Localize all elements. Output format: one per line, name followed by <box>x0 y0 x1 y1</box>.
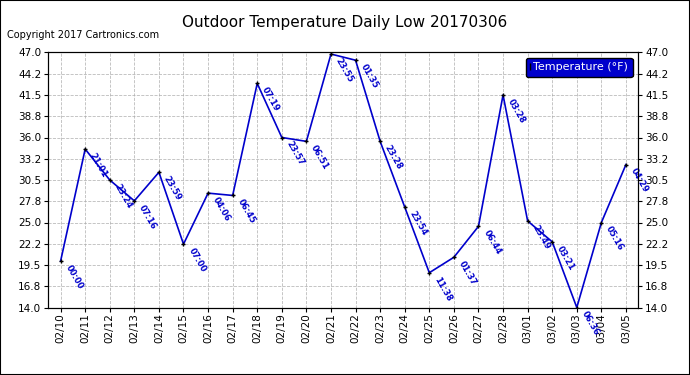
Point <box>55 258 66 264</box>
Point <box>473 224 484 230</box>
Point <box>227 192 238 198</box>
Text: 23:54: 23:54 <box>408 209 429 237</box>
Point <box>448 254 460 260</box>
Point <box>252 80 263 86</box>
Text: 03:21: 03:21 <box>555 244 576 272</box>
Text: 07:00: 07:00 <box>186 246 208 274</box>
Point <box>276 135 287 141</box>
Point <box>104 177 115 183</box>
Text: 11:38: 11:38 <box>432 275 453 303</box>
Point <box>153 169 164 175</box>
Text: Outdoor Temperature Daily Low 20170306: Outdoor Temperature Daily Low 20170306 <box>182 15 508 30</box>
Point <box>546 239 558 245</box>
Point <box>596 219 607 225</box>
Text: 06:45: 06:45 <box>235 198 257 225</box>
Point <box>203 190 214 196</box>
Text: 07:19: 07:19 <box>260 86 282 113</box>
Text: 01:37: 01:37 <box>457 260 478 287</box>
Text: 00:00: 00:00 <box>63 264 84 291</box>
Text: 21:01: 21:01 <box>88 152 109 179</box>
Text: 23:59: 23:59 <box>162 175 183 202</box>
Text: 04:06: 04:06 <box>211 195 232 223</box>
Text: 06:44: 06:44 <box>482 229 502 256</box>
Point <box>571 304 582 310</box>
Point <box>375 138 386 144</box>
Text: 23:24: 23:24 <box>112 182 134 210</box>
Point <box>326 51 337 57</box>
Point <box>178 241 189 247</box>
Point <box>620 162 631 168</box>
Point <box>497 92 509 98</box>
Text: 03:28: 03:28 <box>506 98 527 125</box>
Point <box>400 204 411 210</box>
Text: 06:36: 06:36 <box>580 310 601 338</box>
Point <box>424 270 435 276</box>
Text: 23:49: 23:49 <box>531 223 552 251</box>
Text: 04:29: 04:29 <box>629 167 650 194</box>
Point <box>350 57 361 63</box>
Legend: Temperature (°F): Temperature (°F) <box>526 58 633 77</box>
Text: Copyright 2017 Cartronics.com: Copyright 2017 Cartronics.com <box>7 30 159 40</box>
Text: 23:28: 23:28 <box>383 144 404 171</box>
Text: 07:16: 07:16 <box>137 203 159 231</box>
Point <box>522 218 533 224</box>
Point <box>129 198 140 204</box>
Text: 23:55: 23:55 <box>334 56 355 84</box>
Text: 05:16: 05:16 <box>604 225 626 252</box>
Text: 23:57: 23:57 <box>285 140 306 167</box>
Text: 06:51: 06:51 <box>309 144 331 171</box>
Point <box>79 146 90 152</box>
Point <box>301 138 312 144</box>
Text: 01:35: 01:35 <box>359 63 380 90</box>
